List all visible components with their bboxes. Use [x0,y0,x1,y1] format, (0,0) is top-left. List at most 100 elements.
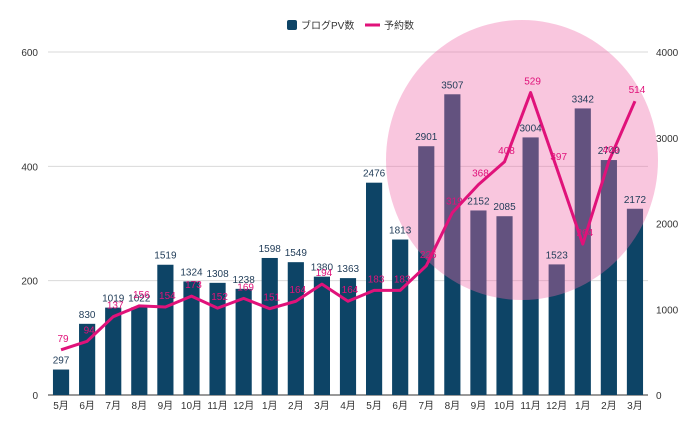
pv-bar-label: 3342 [572,94,595,105]
right-axis-tick: 1000 [656,305,679,316]
left-axis-tick: 400 [21,162,38,173]
pv-bar-label: 2152 [467,196,490,207]
pv-bar-label: 1549 [285,248,308,259]
pv-bar-label: 2901 [415,132,438,143]
reservations-point-label: 164 [289,285,306,296]
reservations-point-label: 169 [237,282,254,293]
pv-bar-label: 2085 [493,202,516,213]
reservations-point-label: 156 [133,290,150,301]
right-axis-tick: 0 [656,391,662,402]
x-axis-tick: 5月 [53,400,69,412]
pv-bar [392,239,409,395]
x-axis-tick: 10月 [494,400,515,412]
pv-bar [444,94,461,395]
x-axis-tick: 7月 [418,400,434,412]
pv-bar [600,160,617,395]
highlight-ellipse [386,20,658,300]
x-axis-tick: 1月 [575,400,591,412]
pv-bar-label: 1022 [128,293,151,304]
left-axis: 0 200 400 600 [21,48,38,402]
pv-bar [418,146,435,395]
reservations-point-label: 154 [159,291,176,302]
pv-bar [522,137,539,396]
left-axis-tick: 200 [21,277,38,288]
x-axis-tick: 9月 [471,400,487,412]
x-axis-tick: 7月 [105,400,121,412]
x-axis-tick: 2月 [601,400,617,412]
pv-bar [366,182,383,395]
reservations-point-label: 183 [394,274,411,285]
legend-swatch-pv [287,20,297,30]
pv-bar [470,210,487,395]
pv-bar-label: 1363 [337,264,360,275]
pv-bar [209,282,226,395]
right-axis-tick: 2000 [656,220,679,231]
reservations-point-label: 319 [446,197,463,208]
pv-bar [261,257,278,395]
reservations-line-path [60,91,637,352]
x-axis-tick: 11月 [520,400,540,412]
reservations-point-label: 397 [550,152,567,163]
x-axis-tick: 1月 [262,400,278,412]
right-axis-tick: 3000 [656,134,679,145]
reservations-point-label: 194 [316,268,333,279]
pv-bar-label: 1813 [389,226,412,237]
reservations-point-label: 151 [263,293,280,304]
x-axis-tick: 3月 [627,400,643,412]
pv-bar [313,276,330,395]
pv-bar [235,288,252,395]
x-axis-tick: 3月 [314,400,330,412]
reservations-point-label: 137 [107,301,124,312]
pv-bar [548,264,565,395]
legend-label-reservations: 予約数 [384,19,414,32]
pv-bar [183,281,200,395]
pv-bar-label: 1238 [233,275,256,286]
reservations-point-label: 409 [603,145,620,156]
pv-bar [157,264,174,395]
reservations-point-label: 183 [368,274,385,285]
pv-bar-label: 2476 [363,169,386,180]
x-axis-tick: 12月 [233,400,254,412]
reservations-point-label: 264 [576,228,593,239]
x-axis: 5月 6月 7月 8月 9月 10月 11月 12月 1月 2月 3月 4月 5月 6月 7月 8月 9月 10月… [53,400,642,412]
pv-bar [339,278,357,395]
right-axis: 0 1000 2000 3000 4000 [656,48,679,402]
x-axis-tick: 5月 [366,400,382,412]
pv-bar-label: 1324 [180,267,203,278]
pv-bar-label: 3507 [441,80,464,91]
x-axis-tick: 12月 [546,400,567,412]
pv-bar-label: 1598 [259,244,282,255]
reservations-point-label: 94 [84,325,96,336]
reservations-point-label: 226 [420,250,437,261]
pv-bar-label: 1380 [311,263,334,274]
reservations-point-label: 368 [472,169,489,180]
left-axis-tick: 600 [21,48,38,59]
left-axis-tick: 0 [32,391,38,402]
pv-bar-label: 2740 [598,146,621,157]
pv-bar [574,108,591,396]
reservations-point-label: 514 [629,85,646,96]
legend-label-pv: ブログPV数 [301,19,354,32]
pv-bar-label: 1523 [546,250,569,261]
pv-bar-label: 297 [53,356,70,367]
reservations-point-label: 152 [211,292,228,303]
pv-bar [131,307,148,395]
pv-bars [52,94,644,396]
pv-bar-label: 1019 [102,294,125,305]
pv-bar [105,307,122,395]
pv-bar [287,262,304,395]
pv-bar [52,369,70,395]
x-axis-tick: 6月 [79,400,95,412]
pv-bar-label: 1519 [154,251,177,262]
pv-bar-label: 1308 [206,269,229,280]
reservations-point-label: 173 [185,280,202,291]
x-axis-tick: 8月 [445,400,461,412]
x-axis-tick: 9月 [158,400,174,412]
legend: ブログPV数 予約数 [287,19,414,32]
pv-bar-label: 830 [79,310,96,321]
pv-bar-label: 3004 [519,123,542,134]
x-axis-tick: 4月 [340,400,356,412]
reservations-line [60,91,637,352]
